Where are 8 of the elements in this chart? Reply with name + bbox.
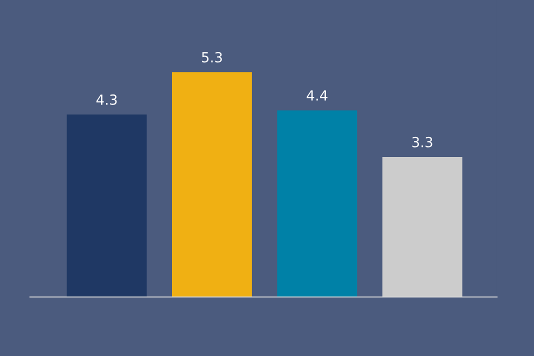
bar [277,110,358,297]
data-label: 3.3 [412,136,432,148]
data-label: 4.3 [96,94,117,105]
bar [382,156,462,297]
bar [66,114,147,297]
bar [172,72,252,297]
data-label: 5.3 [202,52,222,62]
data-label: 4.4 [306,90,328,100]
